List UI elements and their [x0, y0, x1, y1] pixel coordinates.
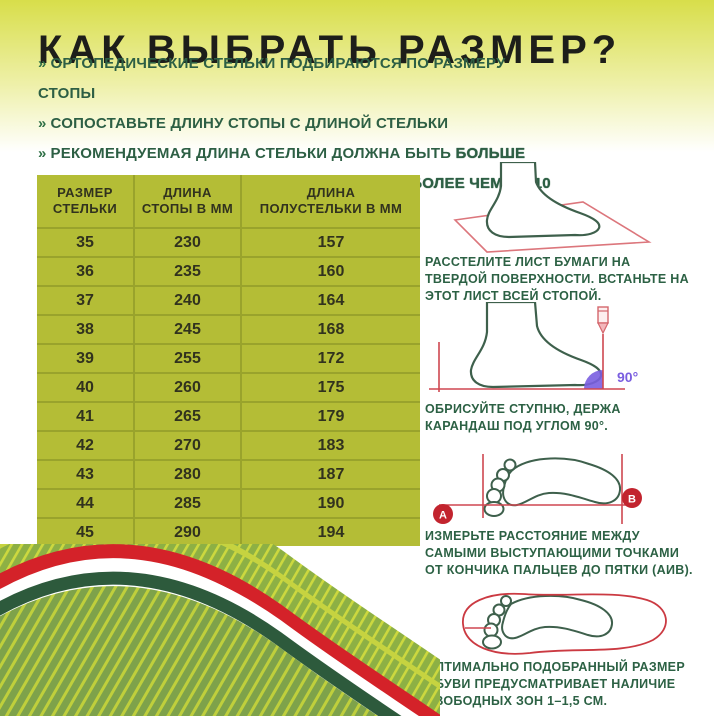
footprint-insole-icon: [462, 592, 667, 655]
wave-red-band: [0, 544, 440, 716]
chevron-bullet-icon: »: [38, 55, 47, 72]
table-header-foot-length: ДЛИНА СТОПЫ В ММ: [135, 175, 240, 227]
table-cell: 260: [135, 374, 240, 401]
table-cell: 43: [37, 461, 133, 488]
wave-hatched-fill: [0, 586, 378, 716]
table-cell: 44: [37, 490, 133, 517]
svg-text:В: В: [628, 494, 636, 506]
wave-hatched-outer: [0, 544, 440, 689]
foot-pencil-icon: 90°: [429, 302, 638, 392]
step-text: ИЗМЕРЬТЕ РАССТОЯНИЕ МЕЖДУ САМЫМИ ВЫСТУПА…: [425, 529, 693, 577]
chevron-bullet-icon: »: [38, 145, 47, 162]
bullet-item: » ОРТОПЕДИЧЕСКИЕ СТЕЛЬКИ ПОДБИРАЮТСЯ ПО Р…: [38, 49, 558, 109]
table-cell: 255: [135, 345, 240, 372]
table-cell: 35: [37, 229, 133, 256]
table-cell: 45: [37, 519, 133, 546]
table-cell: 245: [135, 316, 240, 343]
wave-white-band: [0, 559, 419, 716]
table-cell: 37: [37, 287, 133, 314]
footprint-outline: [483, 457, 622, 517]
table-cell: 38: [37, 316, 133, 343]
bullet-text: РЕКОМЕНДУЕМАЯ ДЛИНА СТЕЛЬКИ ДОЛЖНА БЫТЬ: [50, 145, 456, 162]
table-cell: 235: [135, 258, 240, 285]
table-cell: 194: [242, 519, 420, 546]
step-text: ОПТИМАЛЬНО ПОДОБРАННЫЙ РАЗМЕР ОБУВИ ПРЕД…: [425, 660, 685, 708]
table-header-insole-size: РАЗМЕР СТЕЛЬКИ: [37, 175, 133, 227]
table-cell: 187: [242, 461, 420, 488]
bullet-text: ОРТОПЕДИЧЕСКИЕ СТЕЛЬКИ ПОДБИРАЮТСЯ ПО РА…: [38, 55, 506, 102]
table-header-half-insole-length: ДЛИНА ПОЛУСТЕЛЬКИ В ММ: [242, 175, 420, 227]
table-cell: 175: [242, 374, 420, 401]
header-gradient: [0, 0, 714, 152]
table-cell: 280: [135, 461, 240, 488]
table-cell: 36: [37, 258, 133, 285]
bullet-item: » СОПОСТАВЬТЕ ДЛИНУ СТОПЫ С ДЛИНОЙ СТЕЛЬК…: [38, 109, 558, 139]
table-cell: 190: [242, 490, 420, 517]
foot-side-outline: [469, 302, 603, 389]
table-cell: 179: [242, 403, 420, 430]
decorative-waves: [0, 544, 440, 716]
table-cell: 230: [135, 229, 240, 256]
insole-outline: [462, 592, 667, 655]
angle-label: 90°: [617, 369, 638, 385]
size-table: РАЗМЕР СТЕЛЬКИ ДЛИНА СТОПЫ В ММ ДЛИНА ПО…: [37, 175, 420, 546]
wave-hatched-band: [0, 544, 440, 716]
foot-side-outline: [485, 162, 601, 239]
footprint-measure-icon: А В: [433, 454, 642, 524]
step-text: РАССТЕЛИТЕ ЛИСТ БУМАГИ НА ТВЕРДОЙ ПОВЕРХ…: [425, 255, 689, 303]
table-cell: 41: [37, 403, 133, 430]
footprint-outline: [482, 594, 614, 650]
table-cell: 183: [242, 432, 420, 459]
table-cell: 265: [135, 403, 240, 430]
chevron-bullet-icon: »: [38, 115, 47, 132]
table-cell: 172: [242, 345, 420, 372]
table-cell: 164: [242, 287, 420, 314]
table-cell: 240: [135, 287, 240, 314]
table-cell: 290: [135, 519, 240, 546]
bullet-text: СОПОСТАВЬТЕ ДЛИНУ СТОПЫ С ДЛИНОЙ СТЕЛЬКИ: [50, 115, 449, 132]
table-cell: 42: [37, 432, 133, 459]
point-a-badge: А: [433, 504, 453, 524]
table-cell: 39: [37, 345, 133, 372]
table-cell: 168: [242, 316, 420, 343]
wave-darkgreen-band: [0, 571, 402, 716]
table-cell: 40: [37, 374, 133, 401]
table-cell: 270: [135, 432, 240, 459]
svg-text:А: А: [439, 510, 447, 522]
table-cell: 285: [135, 490, 240, 517]
step-text: ОБРИСУЙТЕ СТУПНЮ, ДЕРЖА КАРАНДАШ ПОД УГЛ…: [425, 402, 621, 433]
foot-on-paper-icon: [453, 162, 652, 253]
pencil-icon: [597, 306, 609, 335]
page-title: КАК ВЫБРАТЬ РАЗМЕР?: [38, 27, 622, 72]
table-cell: 157: [242, 229, 420, 256]
instruction-steps: РАССТЕЛИТЕ ЛИСТ БУМАГИ НА ТВЕРДОЙ ПОВЕРХ…: [425, 0, 711, 716]
angle-arc: [584, 370, 603, 389]
point-b-badge: В: [622, 488, 642, 508]
table-cell: 160: [242, 258, 420, 285]
